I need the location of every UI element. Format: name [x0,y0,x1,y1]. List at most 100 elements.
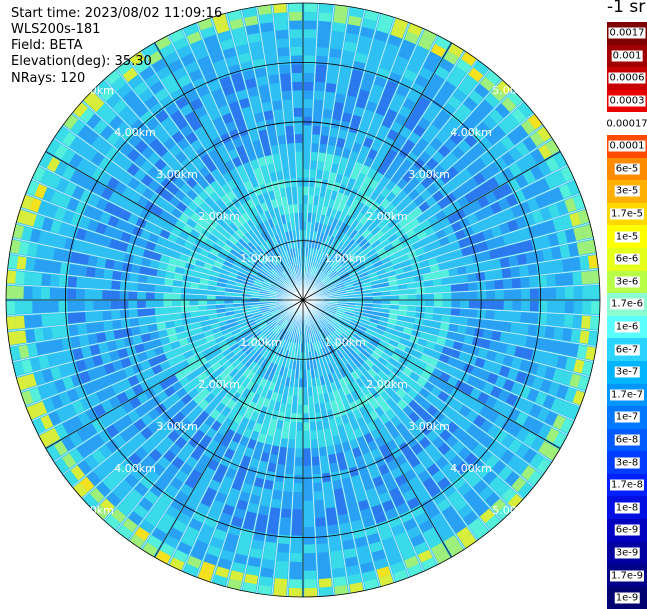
ray-gate [304,178,309,187]
ray-gate [451,308,460,315]
colorbar-tick-label: 6e-5 [615,163,640,174]
ray-gate [260,93,270,103]
ray-gate [530,301,539,311]
ray-gate [304,64,314,73]
ray-gate [338,76,349,86]
ray-gate [291,413,297,422]
ray-gate [120,282,129,291]
ray-gate [315,517,326,527]
ray-gate [325,92,335,102]
ray-gate [590,270,600,284]
ray-gate [128,301,137,309]
ray-gate [328,525,339,535]
ray-gate [299,213,303,222]
ray-gate [67,301,76,311]
ray-gate [303,213,307,222]
ray-gate [562,329,572,342]
ray-gate [572,272,582,285]
ray-gate [425,287,434,293]
ray-gate [313,117,322,126]
ray-gate [503,311,512,321]
ray-gate [333,576,347,586]
ray-gate [322,118,331,128]
ray-gate [7,316,17,330]
range-ring-label: 3.00km [408,420,450,433]
ray-gate [320,135,328,145]
ray-gate [296,160,302,169]
ray-gate [416,288,425,294]
ray-gate [303,396,308,405]
ray-gate [259,85,270,95]
ray-gate [51,261,61,273]
colorbar-tick-label: 0.00017 [605,118,647,129]
ray-gate [274,109,283,119]
colorbar-tick-label: 1.7e-5 [610,209,644,220]
ray-gate [286,126,294,135]
ray-gate [451,301,460,308]
ray-gate [508,256,518,267]
ray-gate [460,301,469,308]
ray-gate [517,335,527,346]
ray-gate [494,311,503,320]
ray-gate [16,330,26,344]
ray-gate [290,38,302,47]
colorbar-cell: 1e-6 [607,316,647,339]
ray-gate [304,99,313,108]
ray-gate [262,31,275,41]
colorbar-tick-label: 1e-7 [615,412,640,423]
ray-gate [278,455,286,465]
ray-gate [276,30,288,40]
range-ring-label: 4.00km [114,126,156,139]
ray-gate [155,315,165,322]
colorbar-cell: 0.00017 [607,112,647,135]
ray-gate [137,283,146,291]
ray-gate [468,283,477,291]
ray-gate [24,272,34,285]
ray-gate [478,291,487,299]
ray-gate [546,314,556,326]
ray-gate [450,276,460,284]
ray-gate [102,290,111,299]
ray-gate [34,329,44,342]
colorbar-tick-label: 1.7e-9 [610,570,644,581]
ray-gate [304,527,314,536]
ray-gate [50,275,60,287]
colorbar-tick-label: 6e-8 [615,434,640,445]
ray-gate [322,473,331,483]
ray-gate [555,314,565,326]
ray-gate [292,64,302,73]
colorbar-cell: 3e-7 [607,361,647,384]
ray-gate [286,465,294,474]
ray-gate [286,456,294,465]
ray-gate [280,73,291,83]
ray-gate [15,301,24,314]
ray-gate [288,439,295,448]
ray-gate [304,475,312,484]
ray-gate [434,293,443,299]
ray-gate [318,438,325,448]
field-label: Field: BETA [11,38,82,53]
ray-gate [181,306,190,312]
ray-gate [328,66,339,76]
colorbar-tick-label: 3e-7 [615,367,640,378]
ray-gate [267,525,278,535]
colorbar-tick-label: 0.0017 [609,28,646,39]
ray-gate [287,448,294,457]
colorbar-tick-label: 3e-5 [615,186,640,197]
colorbar-cell: 0.0003 [607,90,647,113]
ray-gate [319,447,327,457]
ray-gate [41,314,51,326]
ray-gate [198,300,207,305]
ray-gate [262,102,272,112]
ray-gate [304,562,316,571]
ray-gate [285,474,294,483]
ray-gate [433,286,442,293]
ray-gate [504,290,513,299]
ray-gate [121,319,131,328]
ray-gate [292,518,302,527]
ray-gate [274,481,283,491]
ray-gate [163,301,172,307]
ray-gate [95,268,105,278]
